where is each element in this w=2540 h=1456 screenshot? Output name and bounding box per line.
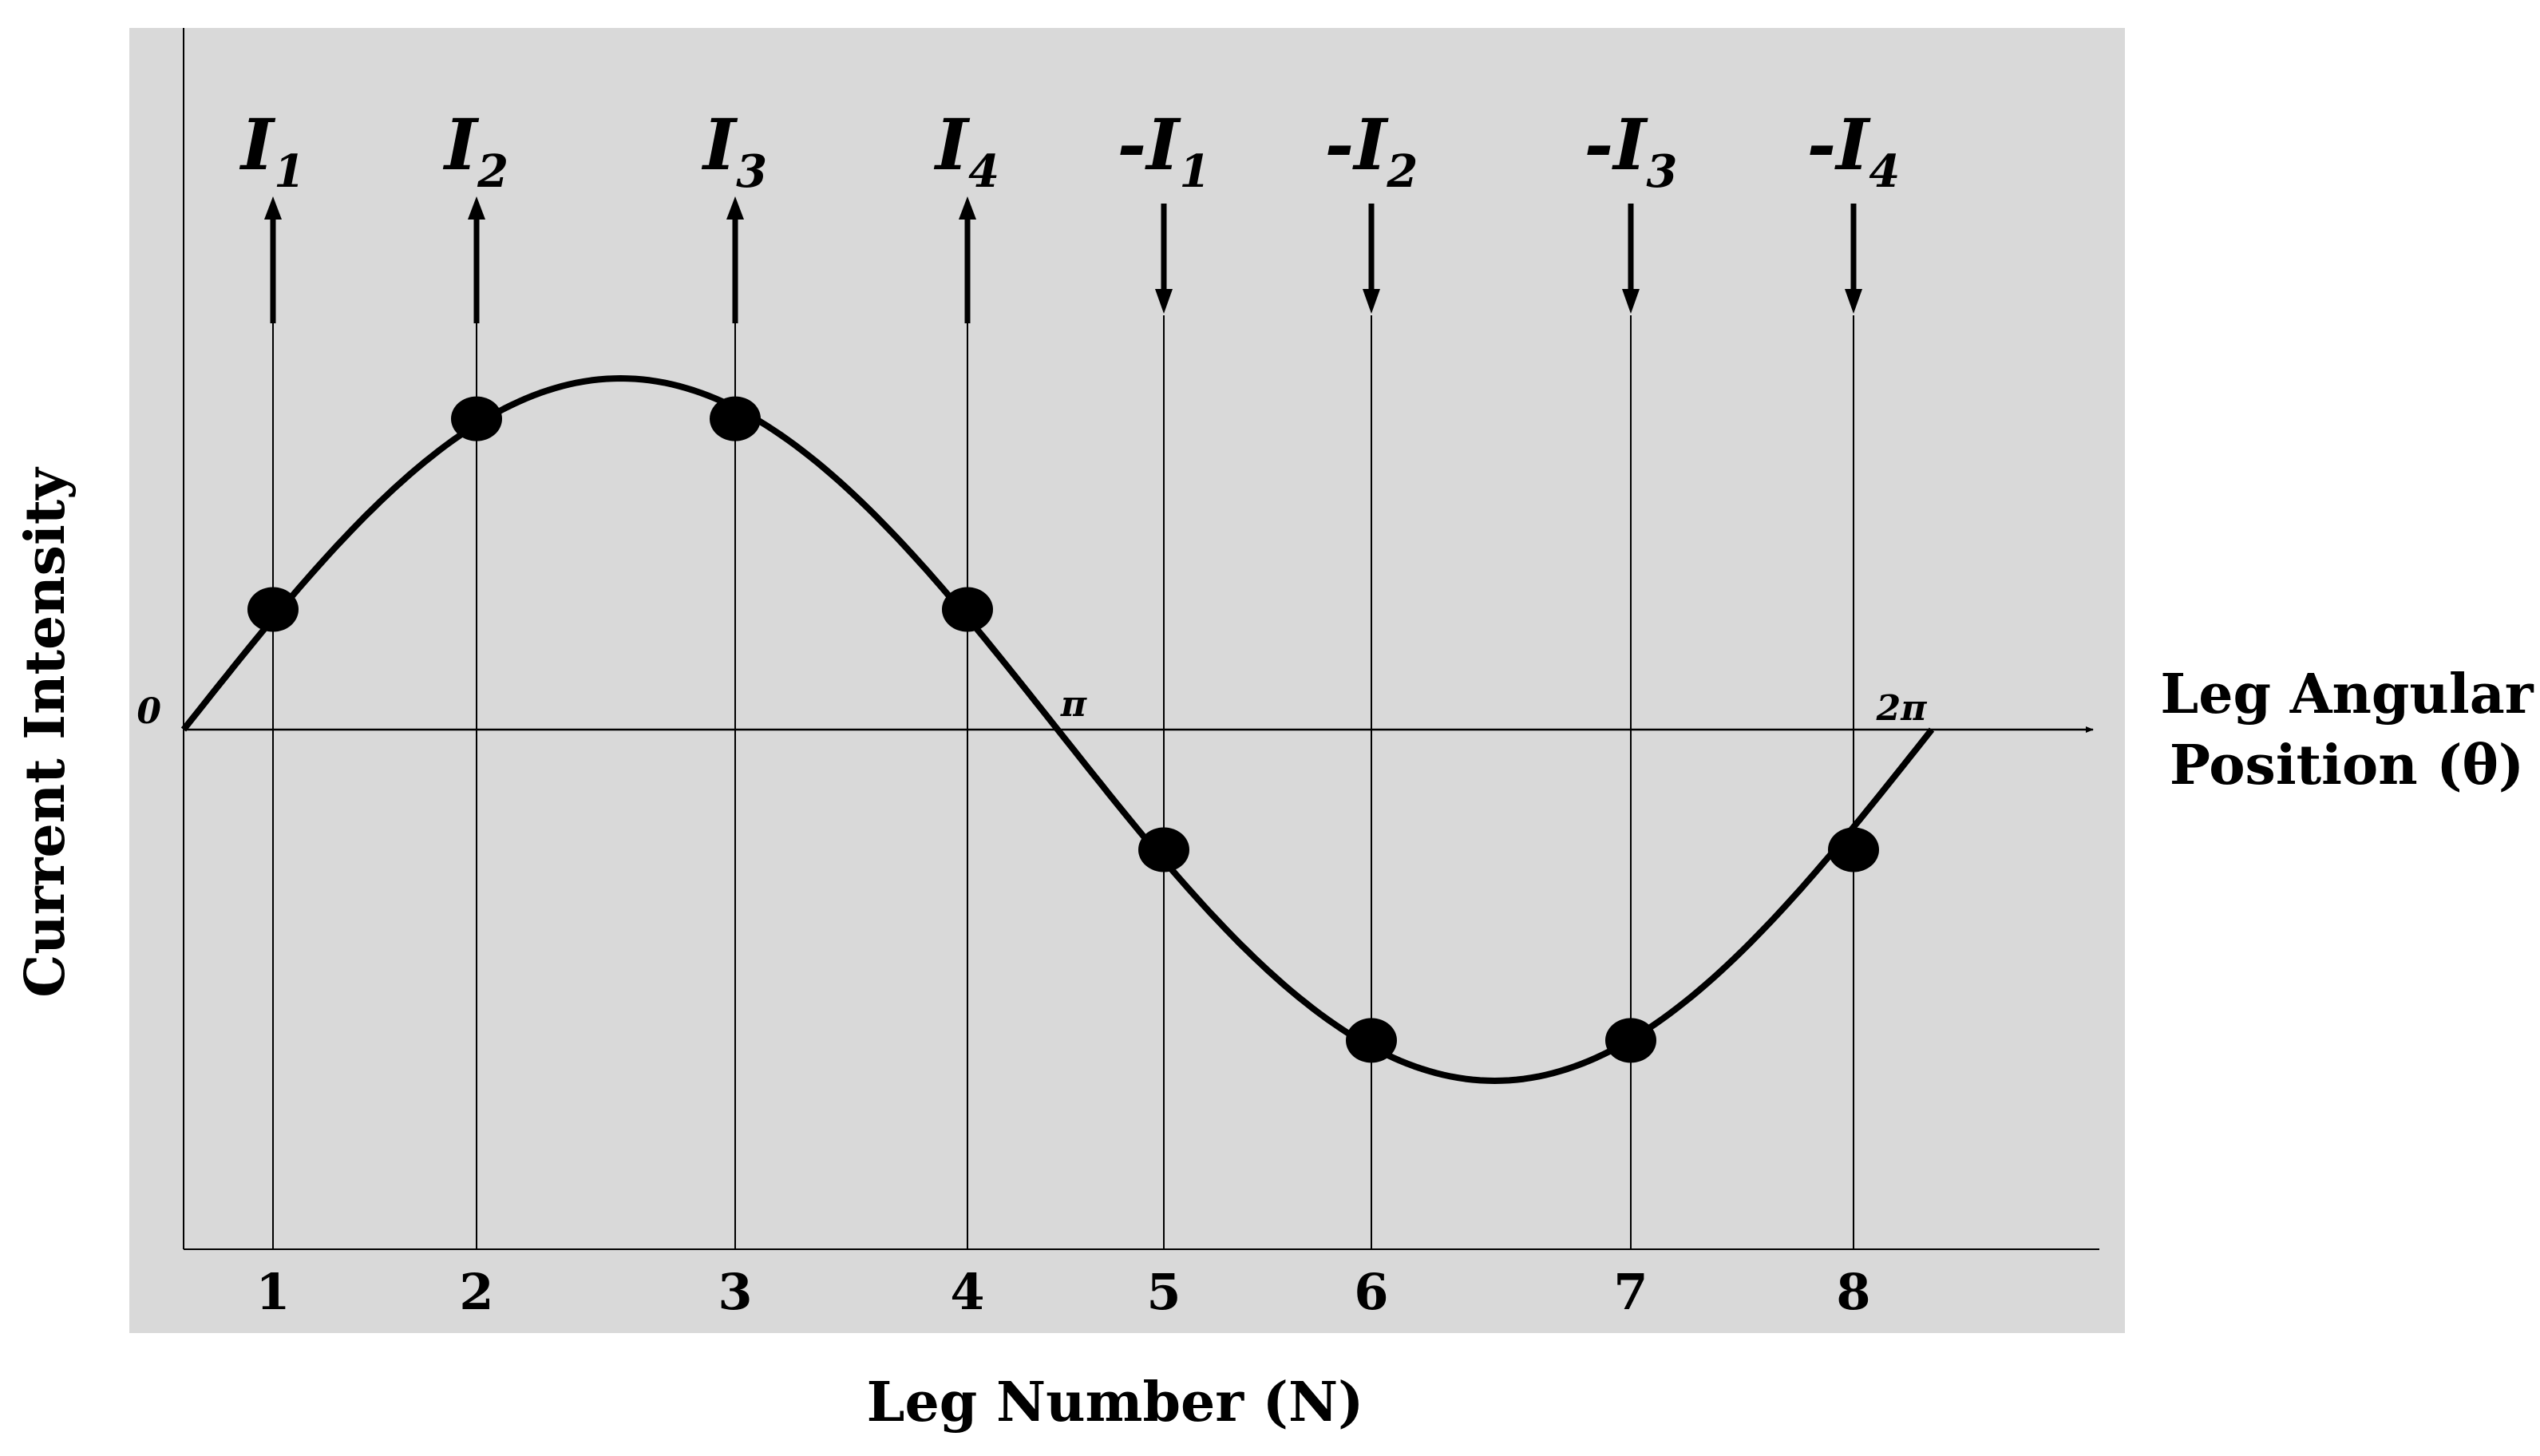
data-point-5 <box>1138 827 1189 872</box>
leg-tick-label-4: 4 <box>950 1263 984 1321</box>
x-axis-title: Leg Number (N) <box>867 1371 1364 1434</box>
leg-tick-label-3: 3 <box>718 1263 752 1321</box>
leg-tick-label-6: 6 <box>1354 1263 1388 1321</box>
angle-tick-label-2: 2π <box>1876 688 1928 729</box>
current-arrow-6 <box>1363 204 1380 314</box>
data-point-8 <box>1828 827 1879 872</box>
current-arrow-5 <box>1155 204 1173 314</box>
leg-tick-label-1: 1 <box>255 1263 290 1321</box>
current-arrow-8 <box>1845 204 1862 314</box>
angle-tick-label-0: 0 <box>136 691 161 732</box>
current-label-1: I1 <box>239 103 305 198</box>
current-label-5: -I1 <box>1118 103 1211 198</box>
current-label-8: -I4 <box>1807 103 1901 198</box>
current-arrow-2 <box>468 196 485 323</box>
current-arrow-1 <box>264 196 282 323</box>
current-arrow-7 <box>1622 204 1640 314</box>
data-point-4 <box>942 587 993 632</box>
current-label-7: -I3 <box>1585 103 1678 198</box>
current-arrow-3 <box>726 196 744 323</box>
theta-axis-title-line2: Position (θ) <box>2170 734 2524 797</box>
angle-tick-label-1: π <box>1060 684 1087 725</box>
current-arrow-4 <box>959 196 976 323</box>
current-label-2: I2 <box>442 103 508 198</box>
plot-background <box>129 28 2125 1333</box>
leg-tick-label-8: 8 <box>1836 1263 1870 1321</box>
data-point-7 <box>1605 1018 1656 1063</box>
current-label-3: I3 <box>701 103 767 198</box>
current-label-6: -I2 <box>1325 103 1418 198</box>
current-label-4: I4 <box>933 103 999 198</box>
data-point-3 <box>710 396 761 441</box>
theta-axis-title-line1: Leg Angular <box>2160 663 2534 726</box>
y-axis-title: Current Intensity <box>14 466 77 998</box>
data-point-6 <box>1346 1018 1397 1063</box>
leg-tick-label-5: 5 <box>1146 1263 1181 1321</box>
data-point-1 <box>247 587 299 632</box>
leg-tick-label-2: 2 <box>459 1263 493 1321</box>
leg-tick-label-7: 7 <box>1613 1263 1648 1321</box>
data-point-2 <box>451 396 502 441</box>
